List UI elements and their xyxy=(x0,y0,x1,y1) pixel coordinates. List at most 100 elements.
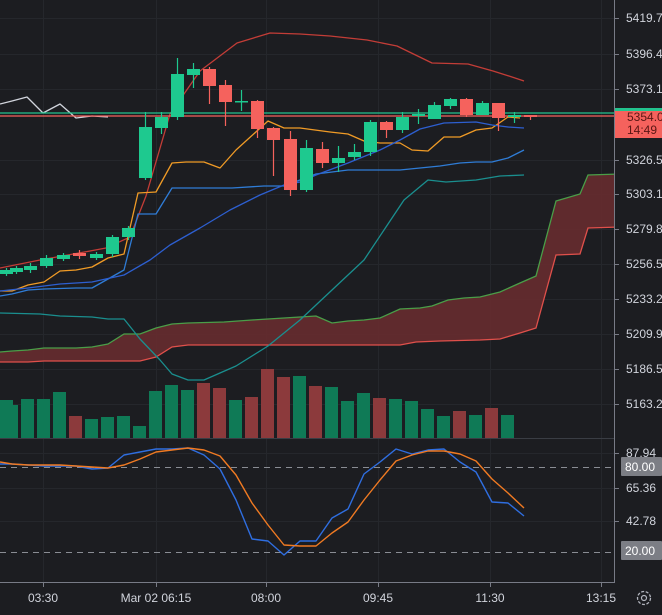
volume-bar xyxy=(325,387,338,439)
volume-bar xyxy=(501,415,514,439)
candle[interactable] xyxy=(251,100,264,138)
time-tick-label: 11:30 xyxy=(475,591,504,605)
candle[interactable] xyxy=(171,58,184,120)
candle[interactable] xyxy=(284,131,297,196)
candle[interactable] xyxy=(235,90,248,111)
volume-bar xyxy=(437,416,450,439)
volume-bar xyxy=(165,385,178,439)
candle[interactable] xyxy=(316,142,329,168)
volume-bar xyxy=(293,376,306,439)
volume-bar xyxy=(197,383,210,439)
stoch-d-line xyxy=(0,447,525,547)
countdown-label: 14:49 xyxy=(627,123,657,137)
price-tick-label: 5233.2 xyxy=(626,292,662,306)
volume-bar xyxy=(85,419,98,439)
candle[interactable] xyxy=(187,63,200,88)
volume-bar xyxy=(21,399,34,439)
volume-bar xyxy=(245,397,258,439)
volume-bar xyxy=(373,398,386,439)
candle[interactable] xyxy=(57,253,70,261)
volume-bar xyxy=(341,401,354,439)
price-axis[interactable]: 5419.7 5396.4 5373.1 5326.5 5303.1 5279.8 5256… xyxy=(614,11,662,528)
price-tick-label: 5303.1 xyxy=(626,187,662,201)
volume-bar xyxy=(389,399,402,439)
candle[interactable] xyxy=(428,102,441,119)
price-tick-label: 42.78 xyxy=(626,514,656,528)
candle[interactable] xyxy=(24,263,37,273)
candle[interactable] xyxy=(332,146,345,172)
candle[interactable] xyxy=(203,67,216,104)
price-tick-label: 5256.5 xyxy=(626,257,662,271)
price-tick-label: 5326.5 xyxy=(626,153,662,167)
price-tick-label: 5186.5 xyxy=(626,362,662,376)
donchian-mid-line xyxy=(0,149,525,297)
volume-bar xyxy=(357,393,370,439)
volume-bar xyxy=(261,369,274,439)
price-tick-label: 5209.9 xyxy=(626,327,662,341)
time-tick-label: 13:15 xyxy=(586,591,616,605)
volume-bar xyxy=(149,391,162,439)
candle[interactable] xyxy=(412,109,425,124)
price-tick-label: 65.36 xyxy=(626,481,656,495)
level-80-tag: 80.00 xyxy=(621,457,662,476)
price-tick-label: 87.94 xyxy=(626,446,656,460)
stochastic-oscillator xyxy=(0,447,614,556)
candle[interactable] xyxy=(508,112,521,123)
candle[interactable] xyxy=(364,120,377,156)
time-tick-label: 03:30 xyxy=(28,591,58,605)
current-price-tag: 5354.0 14:49 xyxy=(615,108,662,138)
candle[interactable] xyxy=(0,268,13,276)
time-tick-label: 09:45 xyxy=(363,591,393,605)
level-80-label: 80.00 xyxy=(625,460,655,474)
candlesticks[interactable] xyxy=(0,58,537,276)
ma-orange-line xyxy=(0,116,521,292)
candle[interactable] xyxy=(90,252,103,260)
candle[interactable] xyxy=(267,127,280,176)
volume-bar xyxy=(229,400,242,439)
candle[interactable] xyxy=(139,112,152,180)
candle[interactable] xyxy=(476,101,489,115)
candle[interactable] xyxy=(380,121,393,138)
volume-bar xyxy=(309,386,322,439)
candle[interactable] xyxy=(219,80,232,126)
time-tick-label: 08:00 xyxy=(251,591,281,605)
candle[interactable] xyxy=(106,235,119,257)
price-tick-label: 5419.7 xyxy=(626,11,662,25)
candle[interactable] xyxy=(300,140,313,192)
volume-bar xyxy=(53,392,66,439)
volume-bar xyxy=(485,408,498,439)
volume-bar xyxy=(117,416,130,439)
candle[interactable] xyxy=(40,255,53,268)
price-axis-background xyxy=(614,0,662,582)
volume-bar xyxy=(101,417,114,439)
volume-bar xyxy=(69,416,82,439)
time-tick-label: Mar 02 06:15 xyxy=(121,591,192,605)
gear-icon[interactable] xyxy=(636,590,652,606)
volume-bar xyxy=(453,411,466,439)
candle[interactable] xyxy=(444,98,457,109)
candle[interactable] xyxy=(396,112,409,133)
candle[interactable] xyxy=(460,98,473,117)
candle[interactable] xyxy=(10,266,23,274)
ichimoku-cloud xyxy=(0,173,621,363)
candle[interactable] xyxy=(492,103,505,131)
candle[interactable] xyxy=(122,226,135,240)
volume-bar xyxy=(405,401,418,439)
volume-bar xyxy=(469,415,482,439)
price-tick-label: 5279.8 xyxy=(626,222,662,236)
cloud-lower-line xyxy=(0,226,621,363)
candle[interactable] xyxy=(155,112,168,134)
cloud-fill xyxy=(0,174,620,362)
current-price-label: 5354.0 xyxy=(627,110,662,124)
cloud-upper-line xyxy=(0,173,621,353)
candle[interactable] xyxy=(524,115,537,120)
stoch-k-line xyxy=(0,447,525,556)
volume-bar xyxy=(5,405,18,439)
candle[interactable] xyxy=(73,250,86,259)
price-tick-label: 5163.2 xyxy=(626,397,662,411)
candle[interactable] xyxy=(348,144,361,160)
price-tick-label: 5373.1 xyxy=(626,82,662,96)
time-axis[interactable]: 03:30 Mar 02 06:15 08:00 09:45 11:30 13:15 xyxy=(28,582,616,605)
volume-bar xyxy=(421,409,434,439)
